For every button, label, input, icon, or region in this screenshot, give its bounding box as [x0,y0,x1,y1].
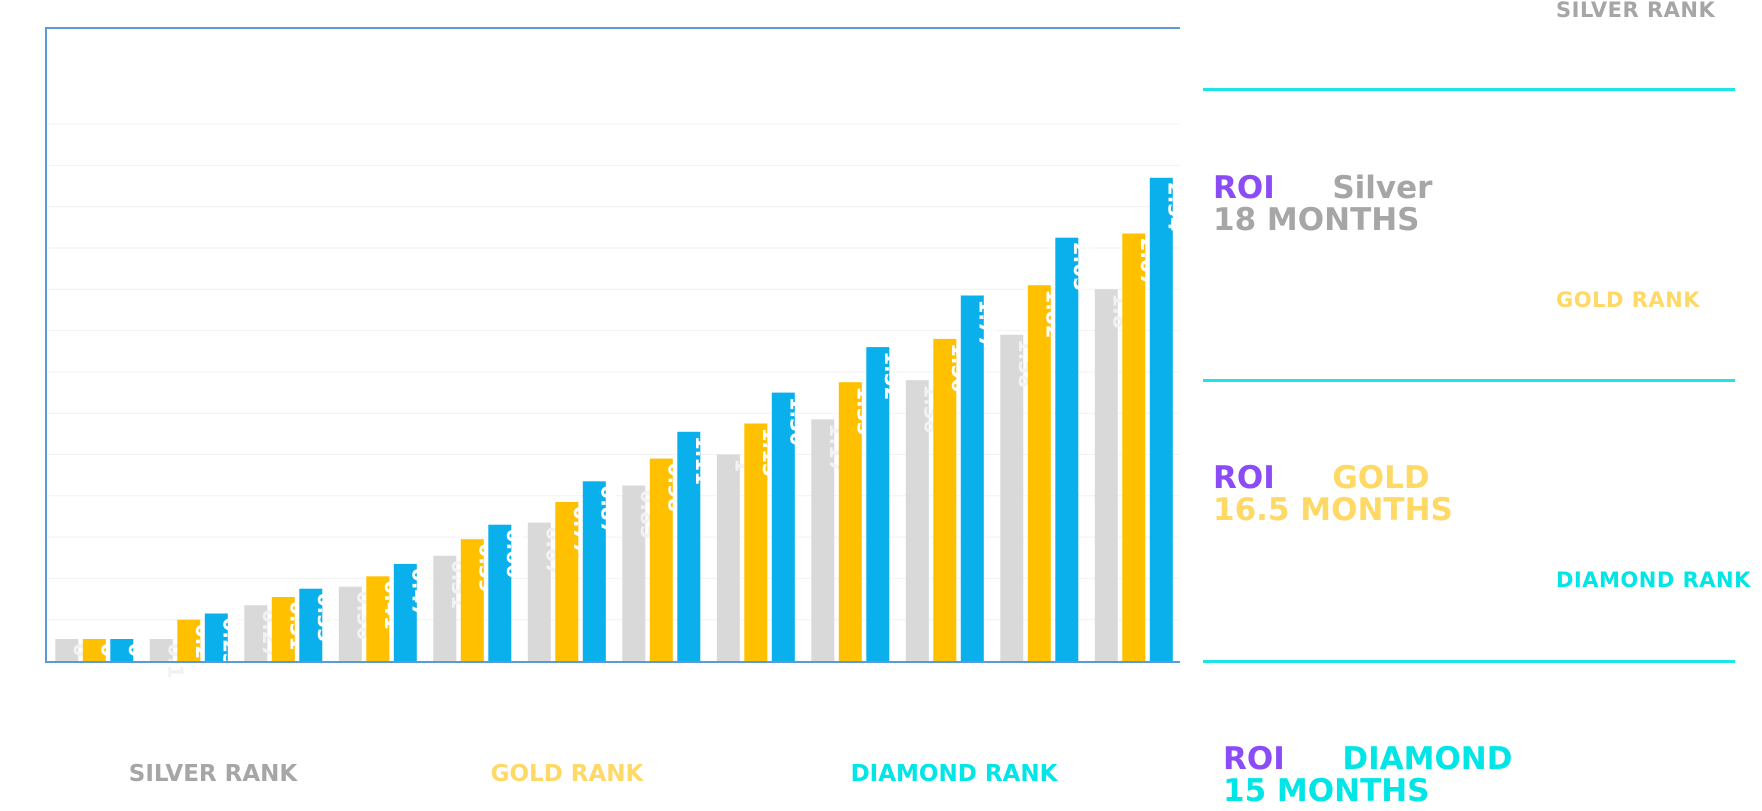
side-silver-rank: SILVER RANK [1556,0,1715,22]
bar-label-diamond-7: 1.11 [691,436,715,485]
bar-label-diamond-3: 0.35 [313,593,337,642]
divider-2 [1203,379,1735,382]
bar-label-diamond-1: 0 [124,643,148,657]
bar-label-diamond-8: 1.30 [785,397,809,446]
divider-3 [1203,660,1735,663]
bar-label-diamond-2: 0.23 [218,618,242,667]
bar-label-diamond-5: 0.66 [502,529,526,578]
roi-bar-chart: 0 0.10.27 0.360.510.670.851 1.171.361.581.8… [0,0,1180,811]
bar-diamond-10 [961,296,984,662]
side-gold-rank: GOLD RANK [1556,288,1700,312]
roi-gold-tier: GOLD [1332,460,1429,496]
roi-silver-tier: Silver [1332,170,1432,206]
chart-bars: 0 0.10.27 0.360.510.670.851 1.171.361.581.8… [55,178,1180,679]
bar-label-diamond-6: 0.87 [596,485,620,534]
bar-label-diamond-9: 1.52 [880,351,904,400]
bar-silver-8 [717,455,740,662]
roi-diamond-tier: DIAMOND [1342,741,1512,777]
legend-diamond: DIAMOND RANK [851,761,1059,787]
bar-label-diamond-12: 2.34 [1163,182,1180,231]
roi-silver-block: ROI Silver 18 MONTHS [1213,170,1432,238]
roi-gold-months: 16.5 MONTHS [1213,492,1453,528]
legend-silver: SILVER RANK [129,761,299,787]
legend-gold: GOLD RANK [491,761,645,787]
bar-silver-12 [1095,289,1118,661]
bar-diamond-11 [1055,238,1078,661]
bar-label-diamond-4: 0.47 [407,568,431,617]
chart-legend: SILVER RANK GOLD RANK DIAMOND RANK [129,761,1059,787]
bar-label-diamond-11: 2.05 [1069,242,1093,291]
roi-gold-word: ROI [1213,460,1275,496]
roi-gold-block: ROI GOLD 16.5 MONTHS [1213,460,1453,528]
roi-diamond-word: ROI [1223,741,1285,777]
side-diamond-rank: DIAMOND RANK [1556,568,1751,592]
roi-silver-word: ROI [1213,170,1275,206]
roi-diamond-months: 15 MONTHS [1223,773,1512,809]
roi-silver-months: 18 MONTHS [1213,202,1432,238]
bar-gold-12 [1122,234,1145,662]
bar-gold-11 [1028,285,1051,661]
divider-1 [1203,88,1735,91]
bar-label-diamond-10: 1.77 [974,300,998,349]
bar-diamond-12 [1150,178,1173,661]
roi-diamond-block: ROI DIAMOND 15 MONTHS [1223,741,1512,809]
